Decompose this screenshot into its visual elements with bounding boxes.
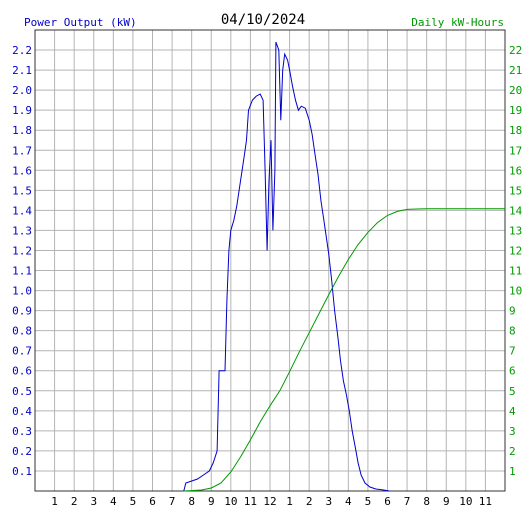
x-tick-label: 9 bbox=[443, 495, 450, 508]
left-y-tick-label: 2.2 bbox=[12, 44, 32, 57]
right-axis-title: Daily kW-Hours bbox=[411, 16, 504, 29]
right-y-tick-label: 20 bbox=[509, 84, 522, 97]
x-tick-label: 5 bbox=[130, 495, 137, 508]
plot-frame bbox=[34, 29, 506, 492]
left-y-tick-label: 0.9 bbox=[12, 305, 32, 318]
left-y-tick-label: 1.6 bbox=[12, 164, 32, 177]
x-tick-label: 11 bbox=[479, 495, 492, 508]
left-y-tick-label: 0.3 bbox=[12, 425, 32, 438]
x-tick-label: 8 bbox=[423, 495, 430, 508]
x-tick-label: 1 bbox=[286, 495, 293, 508]
x-tick-label: 11 bbox=[244, 495, 257, 508]
right-y-tick-label: 18 bbox=[509, 124, 522, 137]
right-y-tick-label: 16 bbox=[509, 164, 522, 177]
left-y-tick-label: 0.7 bbox=[12, 345, 32, 358]
x-tick-label: 6 bbox=[149, 495, 156, 508]
left-y-tick-label: 1.4 bbox=[12, 204, 32, 217]
grid-lines bbox=[35, 30, 505, 491]
left-y-tick-label: 0.2 bbox=[12, 445, 32, 458]
x-tick-label: 12 bbox=[263, 495, 276, 508]
left-y-tick-label: 2.0 bbox=[12, 84, 32, 97]
right-y-tick-label: 21 bbox=[509, 64, 522, 77]
x-tick-label: 3 bbox=[325, 495, 332, 508]
right-y-tick-label: 17 bbox=[509, 144, 522, 157]
right-y-tick-label: 2 bbox=[509, 445, 516, 458]
left-y-axis-ticks: 0.1 0.2 0.3 0.4 0.5 0.6 0.7 0.8 0.9 1.0 1.1 1.2 1.3 1… bbox=[12, 44, 32, 478]
left-y-tick-label: 1.1 bbox=[12, 265, 32, 278]
power-output-series-line bbox=[183, 41, 390, 492]
right-y-tick-label: 5 bbox=[509, 385, 516, 398]
x-axis-ticks: 1 2 3 4 5 6 7 8 9 10 11 12 1 2 3 4 5 6 7 8 9 10 11 bbox=[51, 495, 492, 508]
x-tick-label: 5 bbox=[365, 495, 372, 508]
left-y-tick-label: 1.7 bbox=[12, 144, 32, 157]
left-axis-title: Power Output (kW) bbox=[24, 16, 137, 29]
x-tick-label: 10 bbox=[224, 495, 237, 508]
left-y-tick-label: 0.4 bbox=[12, 405, 32, 418]
chart-title: 04/10/2024 bbox=[221, 12, 305, 28]
left-y-tick-label: 0.5 bbox=[12, 385, 32, 398]
left-y-tick-label: 0.8 bbox=[12, 325, 32, 338]
x-tick-label: 7 bbox=[404, 495, 411, 508]
right-y-tick-label: 22 bbox=[509, 44, 522, 57]
right-y-tick-label: 4 bbox=[509, 405, 516, 418]
right-y-tick-label: 15 bbox=[509, 184, 522, 197]
right-y-tick-label: 9 bbox=[509, 305, 516, 318]
left-y-tick-label: 1.3 bbox=[12, 224, 32, 237]
x-tick-label: 8 bbox=[188, 495, 195, 508]
right-y-tick-label: 19 bbox=[509, 104, 522, 117]
left-y-tick-label: 1.9 bbox=[12, 104, 32, 117]
x-tick-label: 6 bbox=[384, 495, 391, 508]
right-y-tick-label: 6 bbox=[509, 365, 516, 378]
right-y-tick-label: 1 bbox=[509, 465, 516, 478]
x-tick-label: 3 bbox=[90, 495, 97, 508]
right-y-tick-label: 3 bbox=[509, 425, 516, 438]
left-y-tick-label: 0.1 bbox=[12, 465, 32, 478]
right-y-tick-label: 8 bbox=[509, 325, 516, 338]
x-tick-label: 7 bbox=[169, 495, 176, 508]
right-y-tick-label: 7 bbox=[509, 345, 516, 358]
right-y-tick-label: 14 bbox=[509, 204, 523, 217]
x-tick-label: 2 bbox=[71, 495, 78, 508]
right-y-tick-label: 11 bbox=[509, 265, 522, 278]
x-tick-label: 4 bbox=[345, 495, 352, 508]
x-tick-label: 1 bbox=[51, 495, 58, 508]
left-y-tick-label: 1.2 bbox=[12, 244, 32, 257]
right-y-tick-label: 10 bbox=[509, 285, 522, 298]
x-tick-label: 2 bbox=[306, 495, 313, 508]
left-y-tick-label: 1.5 bbox=[12, 184, 32, 197]
left-y-tick-label: 0.6 bbox=[12, 365, 32, 378]
daily-kwh-series-line bbox=[183, 208, 505, 492]
right-y-tick-label: 13 bbox=[509, 224, 522, 237]
right-y-tick-label: 12 bbox=[509, 244, 522, 257]
x-tick-label: 10 bbox=[459, 495, 472, 508]
left-y-tick-label: 1.8 bbox=[12, 124, 32, 137]
x-tick-label: 4 bbox=[110, 495, 117, 508]
left-y-tick-label: 1.0 bbox=[12, 285, 32, 298]
left-y-tick-label: 2.1 bbox=[12, 64, 32, 77]
x-tick-label: 9 bbox=[208, 495, 215, 508]
